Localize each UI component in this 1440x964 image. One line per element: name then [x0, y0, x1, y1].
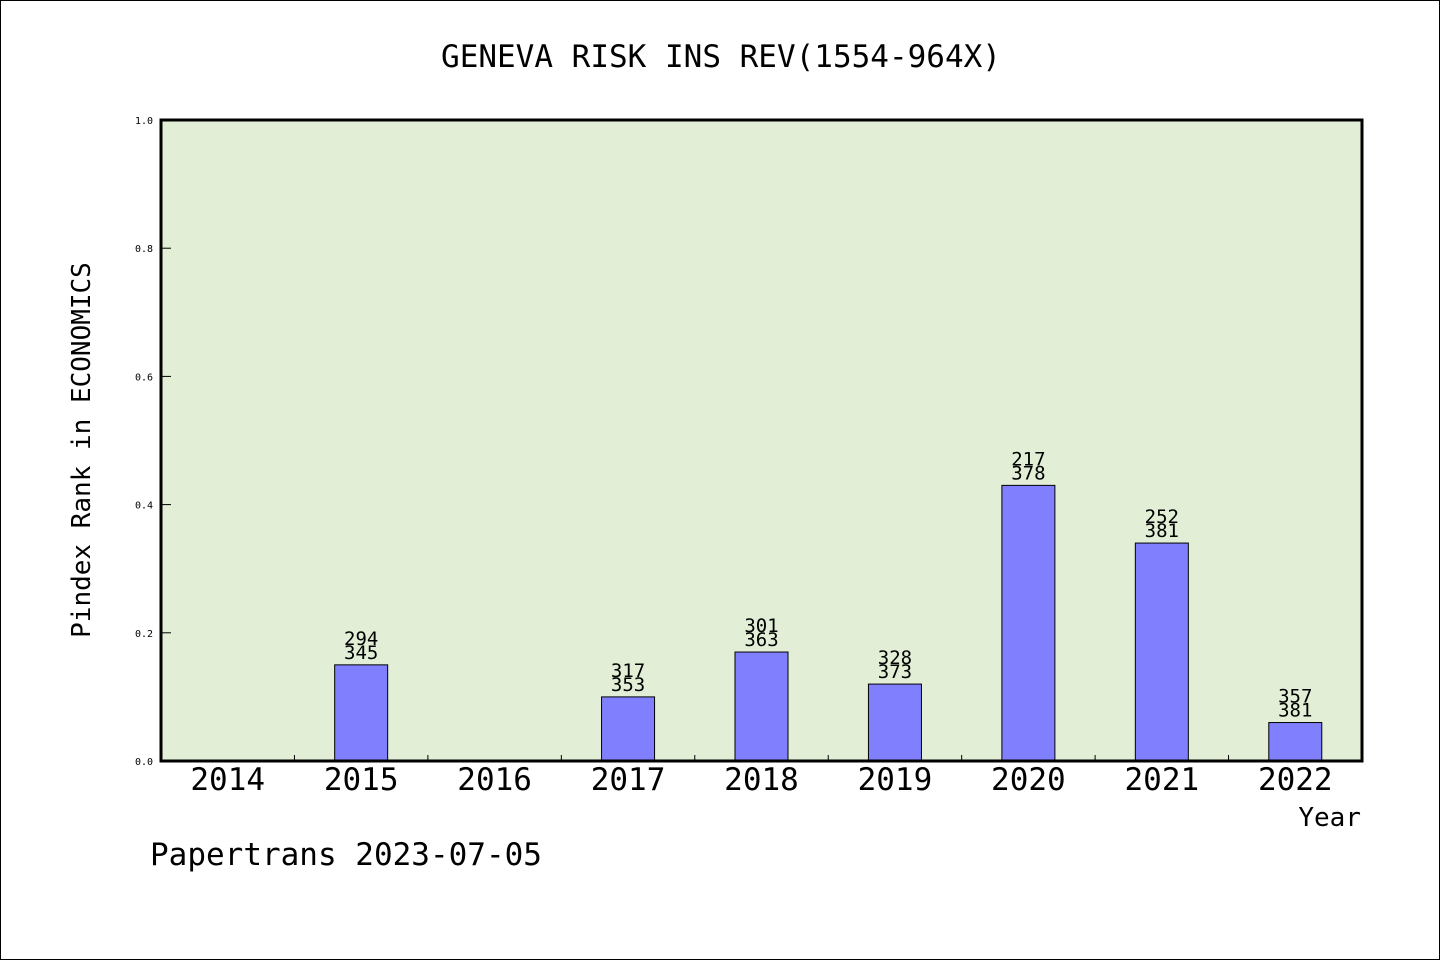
bar	[1134, 542, 1189, 762]
bar-labels-group: 2943453173533013633283732173782523813573…	[344, 448, 1312, 721]
bar-label-bottom: 373	[878, 661, 912, 683]
bar	[734, 651, 789, 762]
x-axis-ticks: 2014 2015 2016 2017 2018 2019 2020 2021 2022	[190, 755, 1333, 798]
bar-label-top: 317	[611, 660, 645, 682]
x-tick-label: 2017	[591, 762, 666, 798]
bar-label-bottom: 381	[1145, 520, 1179, 542]
bar-label-bottom: 381	[1278, 700, 1312, 722]
y-tick-label: 0.4	[135, 501, 153, 512]
x-tick-label: 2018	[724, 762, 799, 798]
bar-label-top: 328	[878, 647, 912, 669]
chart-title: GENEVA RISK INS REV(1554-964X)	[441, 39, 1001, 75]
x-tick-label: 2022	[1258, 762, 1333, 798]
y-tick-label: 0.8	[135, 244, 153, 255]
bar	[601, 696, 656, 762]
footer-credit: Papertrans 2023-07-05	[150, 837, 542, 873]
bar	[1268, 722, 1323, 762]
x-tick-label: 2020	[991, 762, 1066, 798]
y-tick-label: 0.2	[135, 629, 153, 640]
y-tick-label: 0.6	[135, 372, 153, 383]
y-tick-label: 0.0	[135, 757, 153, 768]
bar	[334, 664, 389, 762]
x-axis-label: Year	[1298, 803, 1361, 833]
x-tick-label: 2021	[1125, 762, 1200, 798]
bar-label-bottom: 353	[611, 674, 645, 696]
bar-label-bottom: 378	[1011, 462, 1045, 484]
bar-label-top: 357	[1278, 686, 1312, 708]
bar-label-top: 252	[1145, 506, 1179, 528]
bar-label-bottom: 363	[744, 629, 778, 651]
x-tick-label: 2015	[324, 762, 399, 798]
bar	[867, 683, 922, 762]
bar	[1001, 484, 1056, 762]
x-tick-label: 2014	[190, 762, 265, 798]
y-axis-label: Pindex Rank in ECONOMICS	[67, 262, 97, 638]
x-tick-label: 2016	[457, 762, 532, 798]
x-tick-label: 2019	[858, 762, 933, 798]
bar-label-bottom: 345	[344, 642, 378, 664]
bar-label-top: 301	[744, 615, 778, 637]
bar-label-top: 294	[344, 628, 378, 650]
plot-border	[159, 118, 1364, 763]
bar-label-top: 217	[1011, 448, 1045, 470]
bars-group	[334, 484, 1323, 762]
y-tick-label: 1.0	[135, 116, 153, 127]
